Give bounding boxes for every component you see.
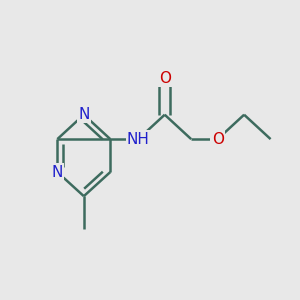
Text: NH: NH (127, 132, 150, 147)
Text: O: O (159, 71, 171, 86)
Text: O: O (212, 132, 224, 147)
Text: N: N (78, 107, 89, 122)
Text: N: N (52, 165, 63, 180)
